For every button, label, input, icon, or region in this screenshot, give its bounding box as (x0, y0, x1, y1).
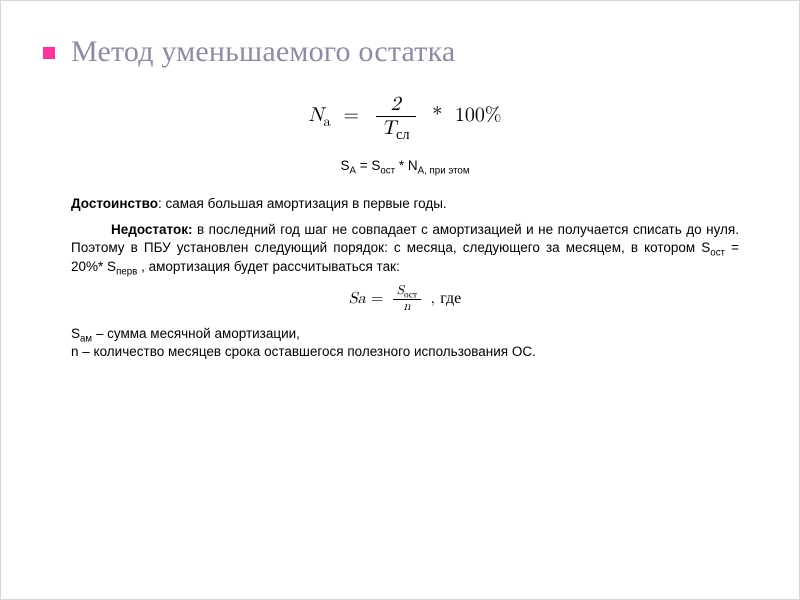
equals-sign: = (337, 105, 365, 125)
definitions: Sам – сумма месячной амортизации, n – ко… (71, 325, 739, 361)
advantage-line: Достоинство: самая большая амортизация в… (71, 195, 739, 213)
disadvantage-block: Недостаток: в последний год шаг не совпа… (71, 221, 739, 276)
main-formula: Na = 2 Tсл * 100% (71, 93, 739, 140)
times-sign: * (426, 105, 448, 125)
accent-square (43, 47, 55, 59)
mid-formula: Sa = Sост n , где (71, 284, 739, 315)
sub-formula: SA = Sост * NA, при этом (71, 158, 739, 173)
main-fraction: 2 Tсл (376, 93, 416, 140)
formula-lhs: Na (308, 105, 337, 125)
slide-title: Метод уменьшаемого остатка (71, 35, 739, 69)
hundred-percent: 100% (455, 105, 502, 125)
